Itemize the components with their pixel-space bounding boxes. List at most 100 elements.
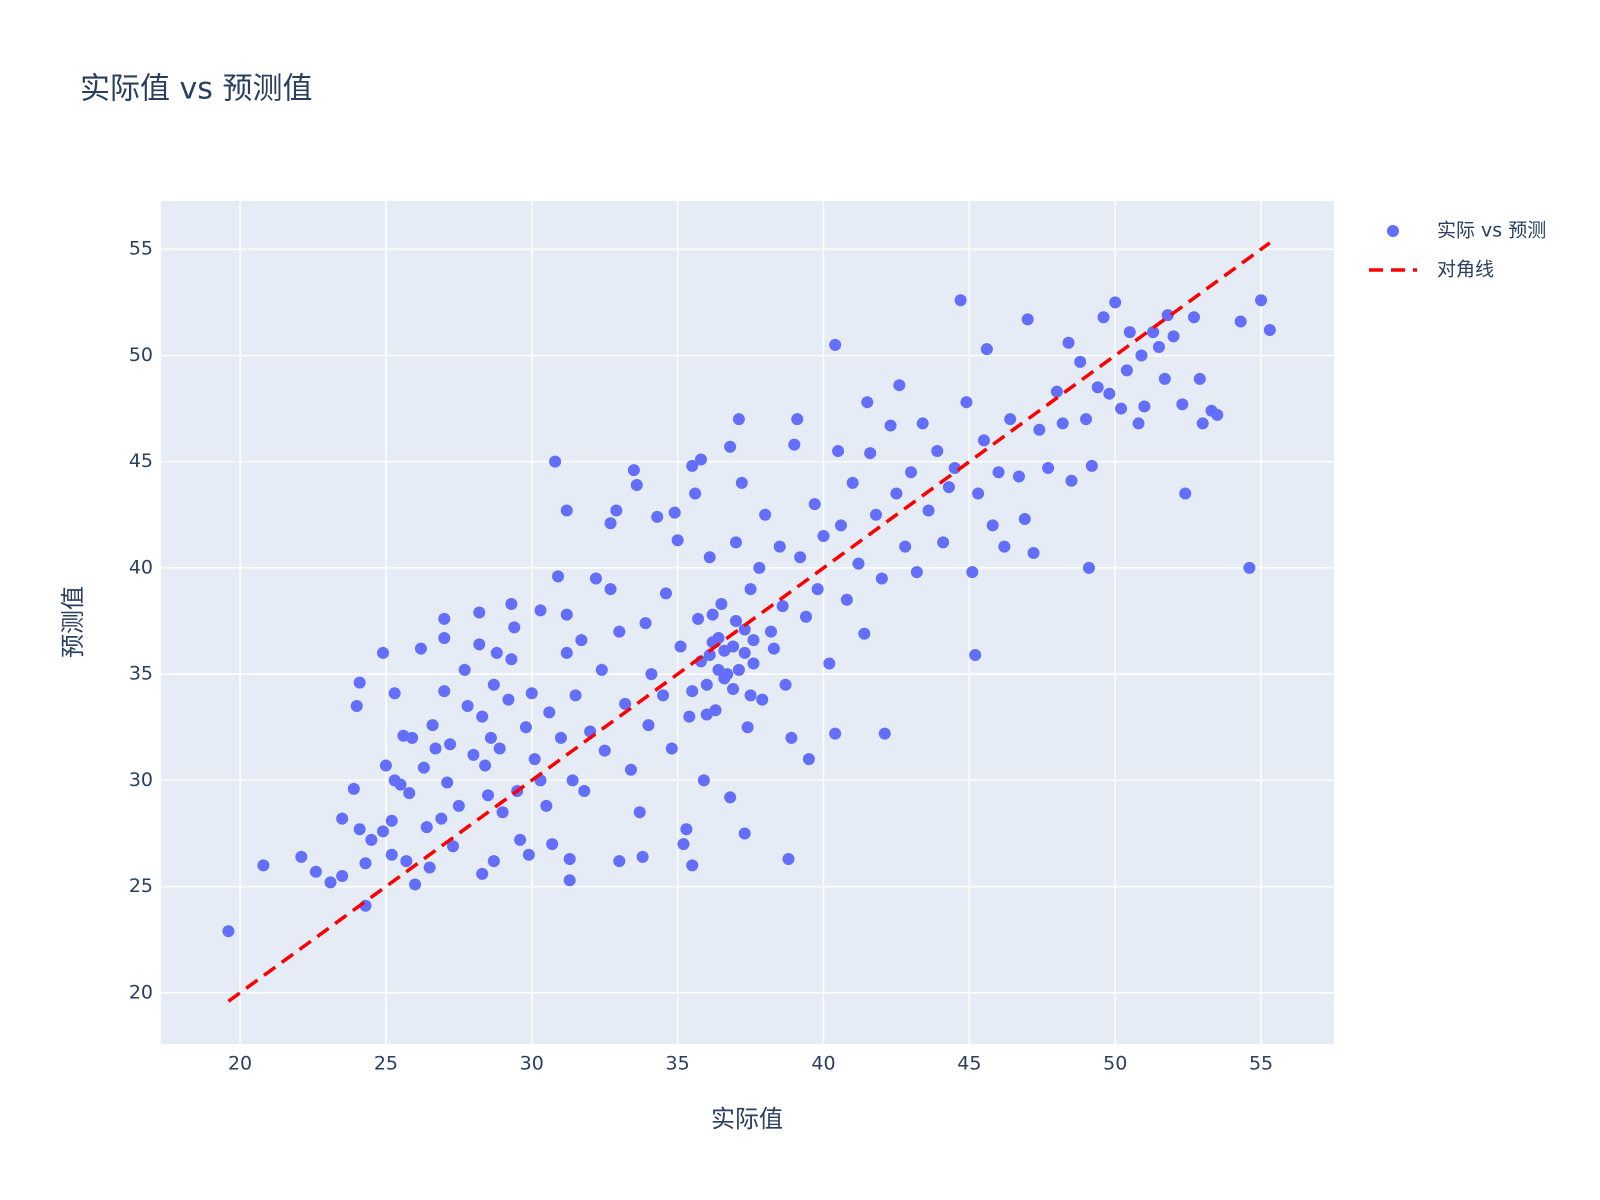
y-tick-label: 55 xyxy=(129,238,153,260)
scatter-point xyxy=(554,731,567,744)
scatter-point xyxy=(534,604,547,617)
scatter-point xyxy=(1065,474,1078,487)
scatter-point xyxy=(674,640,687,653)
scatter-point xyxy=(589,572,602,585)
scatter-point xyxy=(942,481,955,494)
scatter-point xyxy=(779,678,792,691)
scatter-point xyxy=(986,519,999,532)
legend-label: 对角线 xyxy=(1437,259,1494,281)
scatter-point xyxy=(677,838,690,851)
scatter-point xyxy=(336,812,349,825)
scatter-point xyxy=(473,606,486,619)
scatter-point xyxy=(686,459,699,472)
scatter-point xyxy=(715,598,728,611)
scatter-point xyxy=(1161,309,1174,322)
scatter-point xyxy=(727,640,740,653)
y-tick-label: 20 xyxy=(129,981,153,1003)
scatter-point xyxy=(1085,459,1098,472)
scatter-point xyxy=(1012,470,1025,483)
scatter-point xyxy=(966,566,979,579)
scatter-point xyxy=(461,699,474,712)
scatter-point xyxy=(657,689,670,702)
scatter-point xyxy=(484,731,497,744)
scatter-point xyxy=(700,708,713,721)
scatter-point xyxy=(1138,400,1151,413)
scatter-point xyxy=(505,653,518,666)
scatter-point xyxy=(309,865,322,878)
scatter-point xyxy=(738,623,751,636)
scatter-point xyxy=(680,823,693,836)
scatter-point xyxy=(910,566,923,579)
scatter-point xyxy=(429,742,442,755)
scatter-point xyxy=(409,878,422,891)
x-tick-label: 40 xyxy=(811,1053,835,1075)
scatter-point xyxy=(782,852,795,865)
scatter-point xyxy=(703,551,716,564)
scatter-point xyxy=(1004,413,1017,426)
y-axis-title: 预测值 xyxy=(59,586,87,658)
scatter-point xyxy=(522,848,535,861)
scatter-point xyxy=(1167,330,1180,343)
scatter-point xyxy=(452,799,465,812)
scatter-point xyxy=(864,447,877,460)
scatter-point xyxy=(980,343,993,356)
scatter-point xyxy=(458,663,471,676)
scatter-point xyxy=(671,534,684,547)
scatter-point xyxy=(1056,417,1069,430)
scatter-point xyxy=(324,876,337,889)
scatter-point xyxy=(560,646,573,659)
scatter-point xyxy=(811,583,824,596)
scatter-point xyxy=(759,508,772,521)
scatter-point xyxy=(1115,402,1128,415)
y-tick-label: 50 xyxy=(129,344,153,366)
scatter-point xyxy=(479,759,492,772)
scatter-point xyxy=(1074,355,1087,368)
scatter-point xyxy=(1234,315,1247,328)
scatter-point xyxy=(441,776,454,789)
scatter-point xyxy=(610,504,623,517)
scatter-point xyxy=(1196,417,1209,430)
scatter-point xyxy=(1132,417,1145,430)
scatter-point xyxy=(905,466,918,479)
scatter-point xyxy=(651,510,664,523)
scatter-point xyxy=(627,464,640,477)
scatter-point xyxy=(420,821,433,834)
scatter-point xyxy=(502,693,515,706)
scatter-point xyxy=(861,396,874,409)
scatter-point xyxy=(899,540,912,553)
scatter-point xyxy=(922,504,935,517)
scatter-point xyxy=(718,672,731,685)
scatter-point xyxy=(365,833,378,846)
scatter-point xyxy=(496,806,509,819)
scatter-point xyxy=(1103,387,1116,400)
scatter-point xyxy=(724,791,737,804)
scatter-point xyxy=(834,519,847,532)
scatter-point xyxy=(1091,381,1104,394)
legend-label: 实际 vs 预测 xyxy=(1437,220,1546,242)
scatter-point xyxy=(683,710,696,723)
y-tick-label: 30 xyxy=(129,769,153,791)
scatter-point xyxy=(633,806,646,819)
scatter-point xyxy=(566,774,579,787)
scatter-point xyxy=(1033,423,1046,436)
scatter-point xyxy=(379,759,392,772)
scatter-point xyxy=(639,617,652,630)
scatter-point xyxy=(613,855,626,868)
scatter-point xyxy=(764,625,777,638)
x-tick-label: 45 xyxy=(957,1053,981,1075)
scatter-point xyxy=(727,682,740,695)
scatter-point xyxy=(659,587,672,600)
scatter-point xyxy=(1109,296,1122,309)
scatter-point xyxy=(604,583,617,596)
scatter-point xyxy=(823,657,836,670)
scatter-point xyxy=(528,753,541,766)
scatter-point xyxy=(776,600,789,613)
scatter-point xyxy=(414,642,427,655)
scatter-point xyxy=(668,506,681,519)
scatter-point xyxy=(808,498,821,511)
scatter-point xyxy=(613,625,626,638)
scatter-point xyxy=(744,689,757,702)
scatter-point xyxy=(645,668,658,681)
y-tick-label: 25 xyxy=(129,875,153,897)
scatter-point xyxy=(852,557,865,570)
